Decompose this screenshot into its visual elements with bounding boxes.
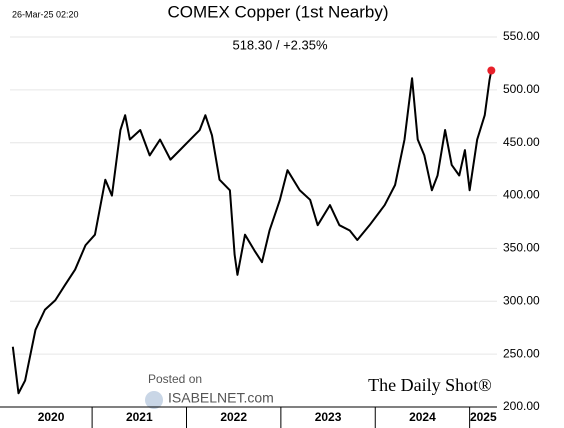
y-tick-label: 200.00 — [503, 399, 540, 413]
x-tick-label: 2021 — [126, 410, 153, 424]
y-tick-label: 450.00 — [503, 135, 540, 149]
y-tick-label: 500.00 — [503, 82, 540, 96]
source: The Daily Shot® — [368, 375, 492, 395]
chart-title: COMEX Copper (1st Nearby) — [167, 2, 388, 21]
y-tick-label: 350.00 — [503, 241, 540, 255]
y-tick-label: 550.00 — [503, 29, 540, 43]
timestamp: 26-Mar-25 02:20 — [12, 9, 79, 19]
series-line — [11, 70, 493, 395]
x-tick-label: 2024 — [409, 410, 436, 424]
watermark-site: ISABELNET.com — [168, 390, 274, 406]
chart-subtitle: 518.30 / +2.35% — [232, 37, 327, 52]
y-tick-label: 400.00 — [503, 188, 540, 202]
x-tick-label: 2020 — [38, 410, 65, 424]
x-tick-label: 2025 — [470, 410, 497, 424]
watermark-text: Posted on — [148, 372, 202, 386]
y-tick-label: 300.00 — [503, 293, 540, 307]
watermark-logo — [145, 391, 163, 409]
x-tick-label: 2023 — [315, 410, 342, 424]
last-point — [487, 66, 496, 75]
y-tick-label: 250.00 — [503, 346, 540, 360]
x-tick-label: 2022 — [220, 410, 247, 424]
